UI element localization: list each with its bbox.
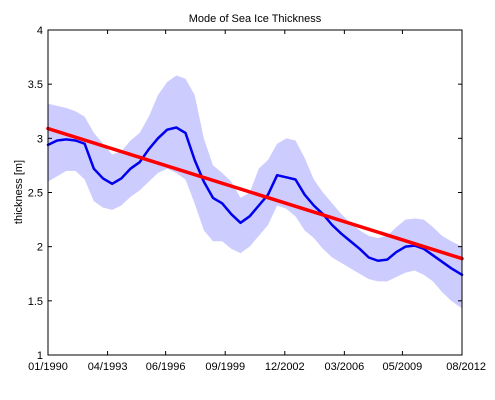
x-tick-label: 01/1990 bbox=[28, 361, 68, 373]
y-tick-label: 4 bbox=[37, 25, 43, 37]
x-tick-label: 12/2002 bbox=[265, 361, 305, 373]
y-tick-label: 1.5 bbox=[28, 296, 43, 308]
y-tick-label: 3.5 bbox=[28, 79, 43, 91]
chart-title: Mode of Sea Ice Thickness bbox=[189, 13, 322, 25]
series-layer bbox=[46, 126, 464, 277]
y-tick-label: 3 bbox=[37, 133, 43, 145]
trend-line bbox=[46, 126, 464, 261]
x-tick-label: 04/1993 bbox=[88, 361, 128, 373]
y-tick-label: 2.5 bbox=[28, 188, 43, 200]
mode-line bbox=[46, 126, 464, 277]
y-axis-label: thickness [m] bbox=[13, 160, 25, 224]
x-tick-label: 03/2006 bbox=[324, 361, 364, 373]
x-tick-label: 05/2009 bbox=[383, 361, 423, 373]
x-tick-label: 06/1996 bbox=[146, 361, 186, 373]
y-tick-label: 1 bbox=[37, 350, 43, 362]
y-tick-label: 2 bbox=[37, 242, 43, 254]
x-tick-label: 08/2012 bbox=[446, 361, 486, 373]
tick-layer: 01/1990 04/1993 06/1996 09/1999 12/2002 03/20… bbox=[28, 25, 486, 373]
x-tick-label: 09/1999 bbox=[205, 361, 245, 373]
